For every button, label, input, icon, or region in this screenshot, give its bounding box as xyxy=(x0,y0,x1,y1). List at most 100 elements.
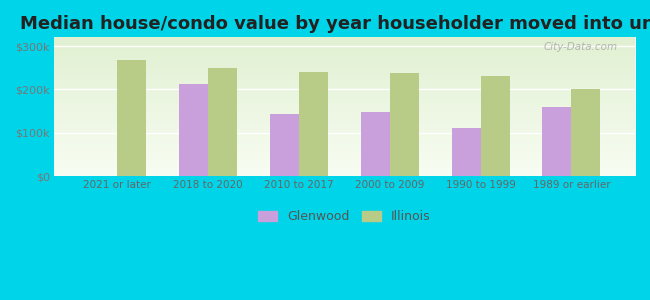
Bar xyxy=(54,85,635,86)
Bar xyxy=(54,107,635,108)
Bar xyxy=(54,106,635,107)
Bar xyxy=(54,67,635,68)
Bar xyxy=(54,135,635,136)
Bar xyxy=(54,103,635,104)
Bar xyxy=(54,115,635,116)
Bar xyxy=(54,133,635,134)
Bar xyxy=(54,122,635,123)
Bar xyxy=(480,76,510,176)
Bar xyxy=(54,156,635,157)
Bar xyxy=(54,46,635,47)
Bar xyxy=(361,112,390,176)
Bar xyxy=(54,114,635,115)
Bar xyxy=(54,173,635,174)
Bar xyxy=(54,153,635,154)
Bar xyxy=(54,143,635,144)
Bar xyxy=(54,104,635,105)
Text: City-Data.com: City-Data.com xyxy=(543,41,618,52)
Bar xyxy=(54,81,635,82)
Bar xyxy=(54,58,635,59)
Bar xyxy=(54,40,635,41)
Bar xyxy=(54,61,635,62)
Bar xyxy=(54,136,635,137)
Bar xyxy=(54,68,635,69)
Bar xyxy=(54,148,635,149)
Bar xyxy=(54,76,635,77)
Bar xyxy=(54,121,635,122)
Bar xyxy=(54,123,635,124)
Bar xyxy=(54,77,635,78)
Bar xyxy=(54,66,635,67)
Bar xyxy=(54,146,635,147)
Bar xyxy=(54,56,635,57)
Bar xyxy=(54,168,635,169)
Bar xyxy=(54,131,635,132)
Bar xyxy=(54,90,635,91)
Bar xyxy=(54,128,635,129)
Bar xyxy=(54,63,635,64)
Bar xyxy=(54,138,635,139)
Bar xyxy=(54,42,635,43)
Bar xyxy=(54,72,635,73)
Bar xyxy=(54,44,635,45)
Bar xyxy=(54,37,635,38)
Bar xyxy=(54,89,635,90)
Bar xyxy=(54,120,635,121)
Bar xyxy=(54,57,635,58)
Bar xyxy=(54,147,635,148)
Bar xyxy=(54,125,635,126)
Bar xyxy=(54,130,635,131)
Bar xyxy=(54,48,635,49)
Bar xyxy=(54,112,635,113)
Bar xyxy=(54,174,635,175)
Bar xyxy=(54,163,635,164)
Bar xyxy=(54,61,635,62)
Bar xyxy=(54,167,635,168)
Bar xyxy=(54,150,635,151)
Bar xyxy=(54,162,635,163)
Bar xyxy=(54,105,635,106)
Bar xyxy=(54,172,635,173)
Bar xyxy=(54,97,635,98)
Bar xyxy=(54,75,635,76)
Bar xyxy=(54,126,635,127)
Bar xyxy=(54,139,635,140)
Bar xyxy=(54,117,635,118)
Bar xyxy=(390,73,419,176)
Bar xyxy=(54,102,635,103)
Bar xyxy=(54,157,635,158)
Bar xyxy=(54,38,635,39)
Bar xyxy=(54,74,635,75)
Bar xyxy=(54,78,635,79)
Bar xyxy=(54,96,635,97)
Bar xyxy=(54,86,635,87)
Bar xyxy=(54,100,635,101)
Bar xyxy=(54,110,635,111)
Bar xyxy=(54,82,635,83)
Bar xyxy=(54,161,635,162)
Bar xyxy=(54,65,635,66)
Bar xyxy=(54,145,635,146)
Legend: Glenwood, Illinois: Glenwood, Illinois xyxy=(254,205,436,228)
Bar xyxy=(54,164,635,165)
Bar xyxy=(54,144,635,145)
Bar xyxy=(54,88,635,89)
Bar xyxy=(54,140,635,141)
Bar xyxy=(54,170,635,171)
Bar xyxy=(54,154,635,155)
Bar xyxy=(54,92,635,93)
Bar xyxy=(54,69,635,70)
Title: Median house/condo value by year householder moved into unit: Median house/condo value by year househo… xyxy=(20,15,650,33)
Bar xyxy=(299,72,328,176)
Bar xyxy=(54,165,635,166)
Bar xyxy=(54,152,635,153)
Bar xyxy=(54,171,635,172)
Bar xyxy=(542,107,571,176)
Bar xyxy=(54,59,635,60)
Bar xyxy=(54,151,635,152)
Bar xyxy=(54,43,635,44)
Bar xyxy=(54,129,635,130)
Bar xyxy=(54,160,635,161)
Bar xyxy=(54,99,635,100)
Bar xyxy=(54,113,635,114)
